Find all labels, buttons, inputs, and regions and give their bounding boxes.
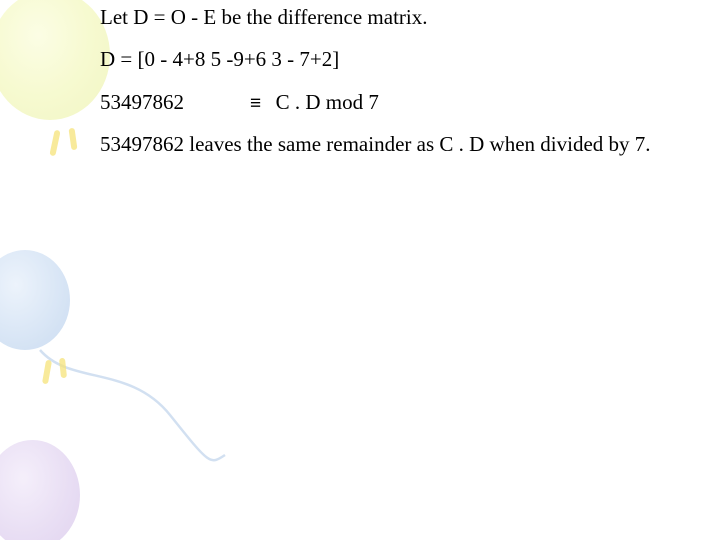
blue-balloon <box>0 250 70 350</box>
line-3-number: 53497862 <box>100 89 250 115</box>
congruent-icon: ≡ <box>250 92 262 116</box>
line-3-rhs: C . D mod 7 <box>276 89 379 115</box>
line-3: 53497862 ≡ C . D mod 7 <box>100 89 690 116</box>
slide-content: Let D = O - E be the difference matrix. … <box>0 0 720 158</box>
line-1: Let D = O - E be the difference matrix. <box>100 4 690 30</box>
line-2: D = [0 - 4+8 5 -9+6 3 - 7+2] <box>100 46 690 72</box>
line-4: 53497862 leaves the same remainder as C … <box>100 131 690 157</box>
